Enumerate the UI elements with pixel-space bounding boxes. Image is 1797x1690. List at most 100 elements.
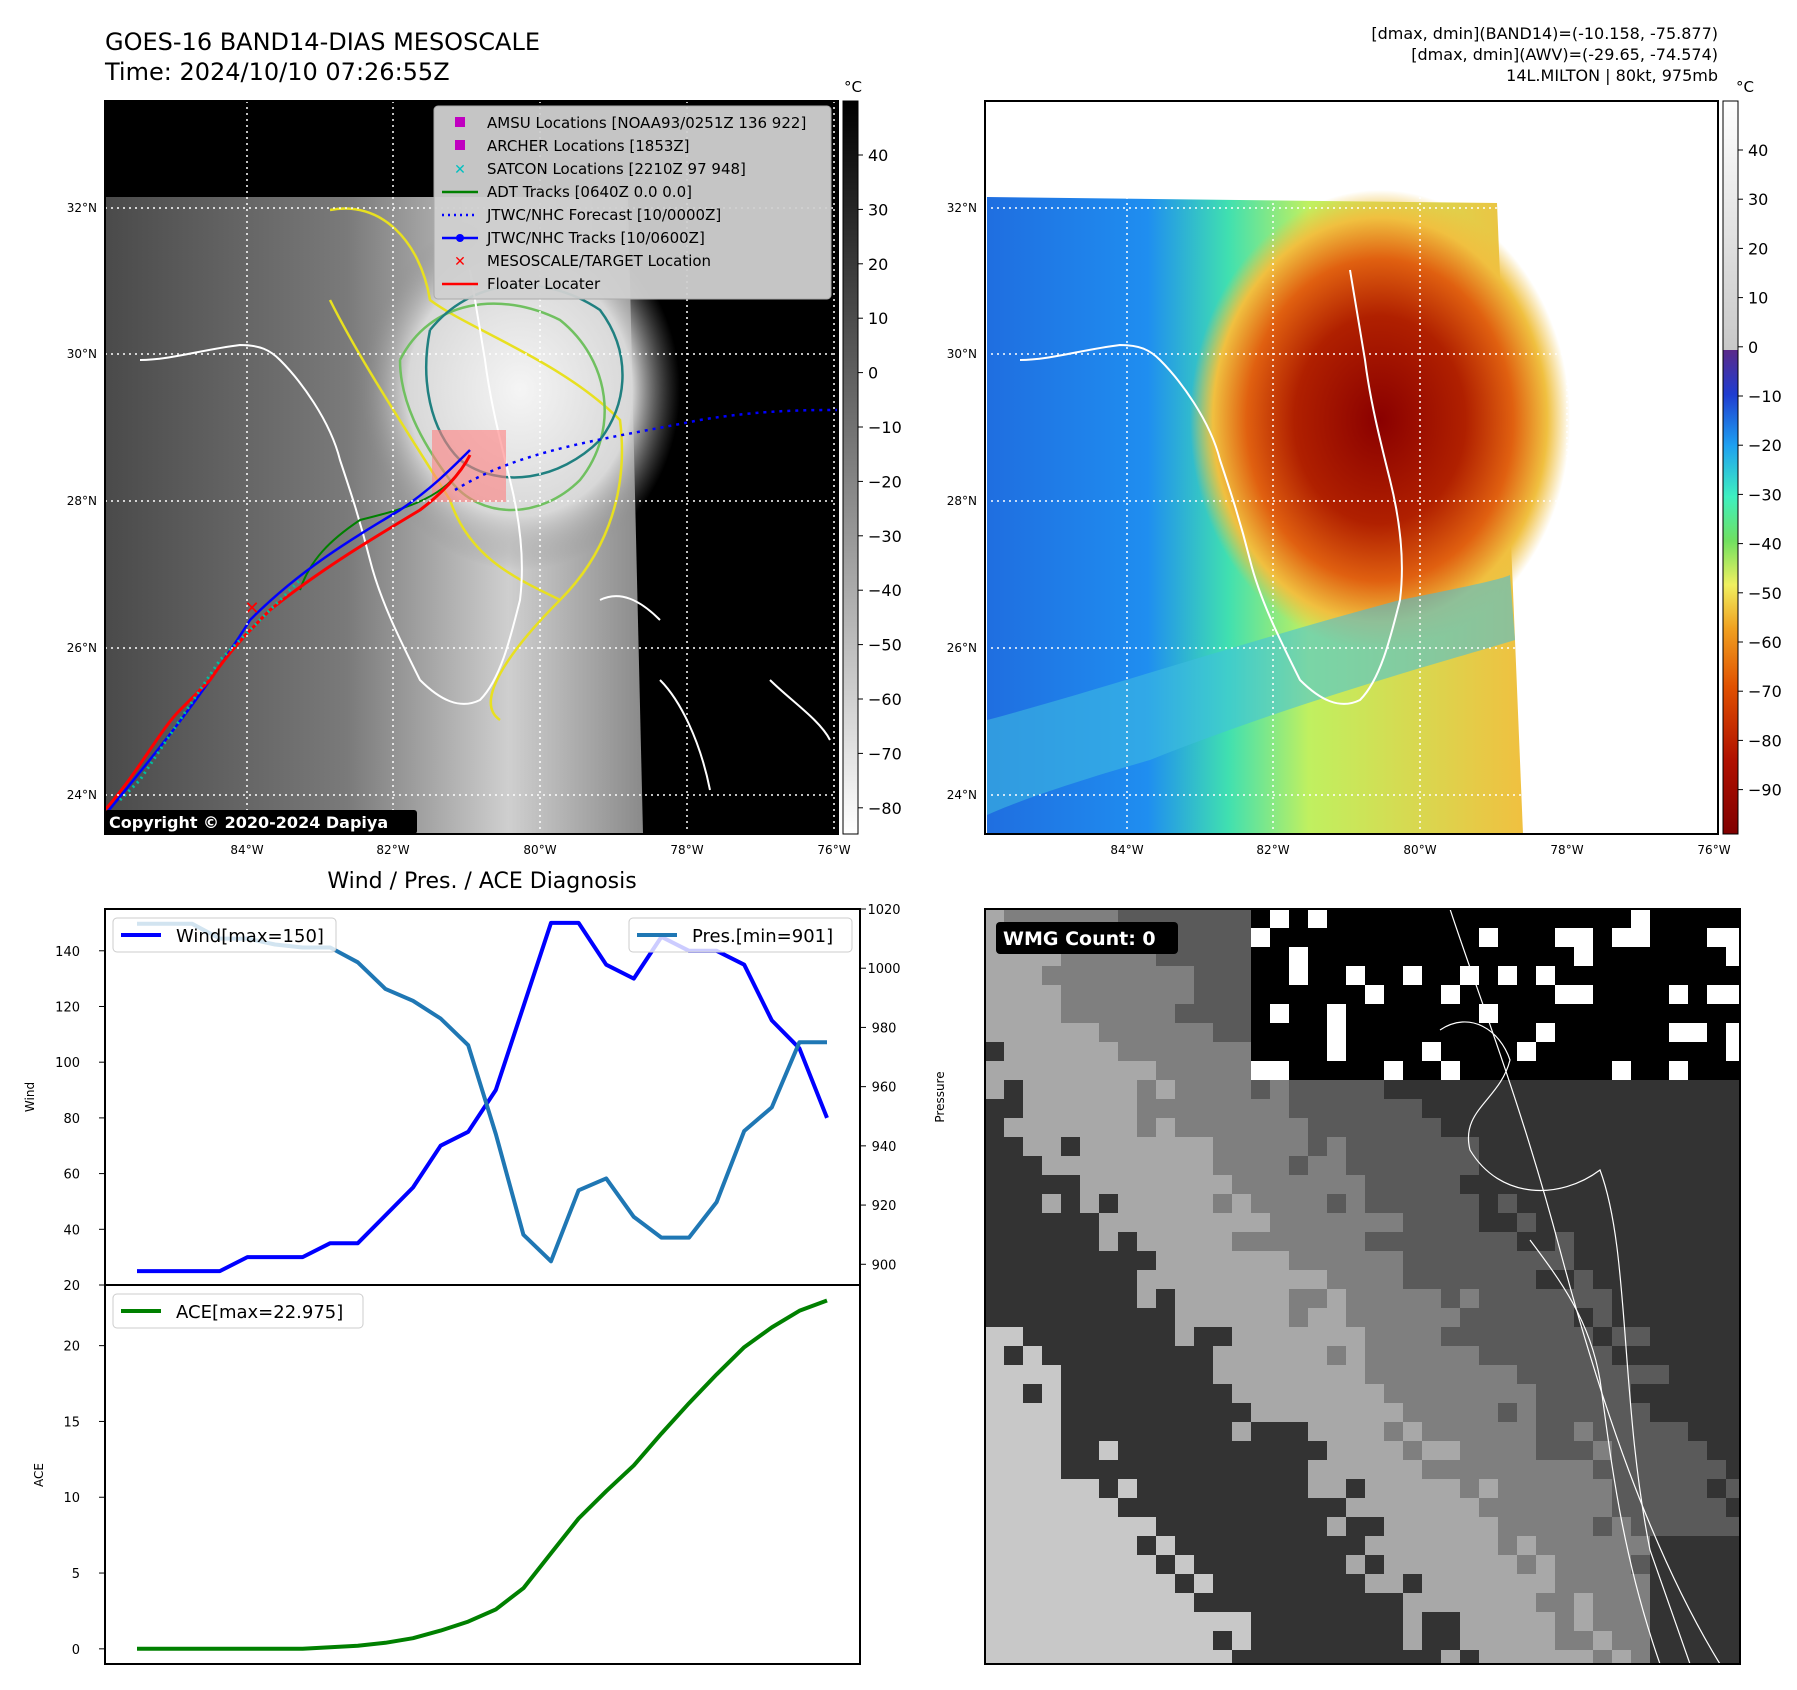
wmg-cell bbox=[1707, 1384, 1727, 1404]
wmg-cell bbox=[1460, 1593, 1480, 1613]
wind-axis-label: Wind bbox=[23, 1082, 37, 1112]
wmg-cell bbox=[1460, 1061, 1480, 1081]
wmg-cell bbox=[1479, 1631, 1499, 1651]
wmg-cell bbox=[1441, 1004, 1461, 1024]
wmg-cell bbox=[1460, 1023, 1480, 1043]
wmg-cell bbox=[1156, 1384, 1176, 1404]
wmg-cell bbox=[985, 1080, 1005, 1100]
wmg-cell bbox=[1593, 909, 1613, 929]
wmg-cell bbox=[1441, 1346, 1461, 1366]
wmg-cell bbox=[1289, 1232, 1309, 1252]
wmg-cell bbox=[1365, 1194, 1385, 1214]
wmg-cell bbox=[1194, 1460, 1214, 1480]
wmg-cell bbox=[1422, 985, 1442, 1005]
wmg-cell bbox=[1118, 1441, 1138, 1461]
wmg-cell bbox=[1156, 1042, 1176, 1062]
wmg-cell bbox=[1631, 1099, 1651, 1119]
wmg-cell bbox=[1631, 1536, 1651, 1556]
wmg-cell bbox=[1232, 1479, 1252, 1499]
wmg-cell bbox=[1004, 1099, 1024, 1119]
wmg-cell bbox=[1080, 966, 1100, 986]
wmg-cell bbox=[1574, 1099, 1594, 1119]
wmg-cell bbox=[1555, 966, 1575, 986]
wmg-cell bbox=[1650, 1289, 1670, 1309]
wmg-cell bbox=[1650, 1308, 1670, 1328]
wmg-cell bbox=[1327, 1612, 1347, 1632]
wmg-cell bbox=[1194, 1270, 1214, 1290]
wmg-cell bbox=[1555, 1536, 1575, 1556]
wmg-cell bbox=[1574, 1251, 1594, 1271]
wmg-cell bbox=[1498, 985, 1518, 1005]
wmg-cell bbox=[1441, 1080, 1461, 1100]
wmg-cell bbox=[1080, 1327, 1100, 1347]
wmg-cell bbox=[1061, 1061, 1081, 1081]
wmg-cell bbox=[1061, 1118, 1081, 1138]
wmg-cell bbox=[1270, 1650, 1290, 1664]
wmg-cell bbox=[1517, 1118, 1537, 1138]
wmg-cell bbox=[1669, 1441, 1689, 1461]
wmg-cell bbox=[1631, 1650, 1651, 1664]
legend-label: ARCHER Locations [1853Z] bbox=[487, 137, 690, 155]
wmg-cell bbox=[1631, 1631, 1651, 1651]
wmg-cell bbox=[1251, 1308, 1271, 1328]
wmg-cell bbox=[1650, 1213, 1670, 1233]
wmg-cell bbox=[1365, 1536, 1385, 1556]
wmg-cell bbox=[1308, 909, 1328, 929]
wmg-cell bbox=[1346, 1517, 1366, 1537]
wmg-cell bbox=[1707, 1270, 1727, 1290]
wmg-cell bbox=[1251, 1555, 1271, 1575]
wmg-cell bbox=[1384, 1175, 1404, 1195]
wmg-cell bbox=[1042, 1403, 1062, 1423]
wmg-cell bbox=[1137, 1593, 1157, 1613]
wmg-cell bbox=[1517, 1042, 1537, 1062]
colorbar-tick-label: 10 bbox=[1748, 289, 1768, 308]
wmg-cell bbox=[1327, 1175, 1347, 1195]
wmg-cell bbox=[1061, 1080, 1081, 1100]
wmg-cell bbox=[1460, 1555, 1480, 1575]
wmg-cell bbox=[1270, 1023, 1290, 1043]
wmg-cell bbox=[1574, 1061, 1594, 1081]
wmg-cell bbox=[1441, 1555, 1461, 1575]
wmg-cell bbox=[1194, 1517, 1214, 1537]
wmg-cell bbox=[1270, 1536, 1290, 1556]
wmg-cell bbox=[1650, 1422, 1670, 1442]
wmg-cell bbox=[1156, 1346, 1176, 1366]
ir-lon-label: 84°W bbox=[230, 843, 263, 857]
wmg-cell bbox=[1441, 1517, 1461, 1537]
pressure-tick-label: 940 bbox=[872, 1140, 897, 1155]
wmg-cell bbox=[1403, 1099, 1423, 1119]
wmg-cell bbox=[1536, 1004, 1556, 1024]
wmg-cell bbox=[1612, 1327, 1632, 1347]
wmg-cell bbox=[1384, 909, 1404, 929]
wmg-cell bbox=[1004, 1460, 1024, 1480]
wmg-cell bbox=[1061, 1631, 1081, 1651]
wmg-cell bbox=[1080, 1612, 1100, 1632]
wmg-cell bbox=[1498, 1137, 1518, 1157]
wmg-cell bbox=[1574, 1080, 1594, 1100]
wmg-cell bbox=[1213, 1099, 1233, 1119]
wmg-cell bbox=[985, 1441, 1005, 1461]
wmg-cell bbox=[1023, 1194, 1043, 1214]
wmg-cell bbox=[1441, 928, 1461, 948]
wmg-cell bbox=[1403, 1650, 1423, 1664]
wmg-cell bbox=[1346, 1004, 1366, 1024]
wmg-cell bbox=[1080, 1403, 1100, 1423]
wmg-cell bbox=[1175, 966, 1195, 986]
wmg-cell bbox=[1631, 1612, 1651, 1632]
wmg-cell bbox=[1004, 1441, 1024, 1461]
wmg-cell bbox=[1118, 1023, 1138, 1043]
wmg-cell bbox=[1612, 1137, 1632, 1157]
wmg-cell bbox=[1707, 1555, 1727, 1575]
wmg-cell bbox=[1308, 1346, 1328, 1366]
wmg-cell bbox=[1004, 1536, 1024, 1556]
wmg-cell bbox=[1707, 1080, 1727, 1100]
wmg-cell bbox=[1441, 1650, 1461, 1664]
wmg-cell bbox=[1669, 947, 1689, 967]
wmg-cell bbox=[1346, 1365, 1366, 1385]
wmg-cell bbox=[1061, 1365, 1081, 1385]
wmg-cell bbox=[1669, 1194, 1689, 1214]
wmg-cell bbox=[1289, 1650, 1309, 1664]
wmg-cell bbox=[1574, 1555, 1594, 1575]
wmg-cell bbox=[1308, 1308, 1328, 1328]
wmg-cell bbox=[1422, 1346, 1442, 1366]
